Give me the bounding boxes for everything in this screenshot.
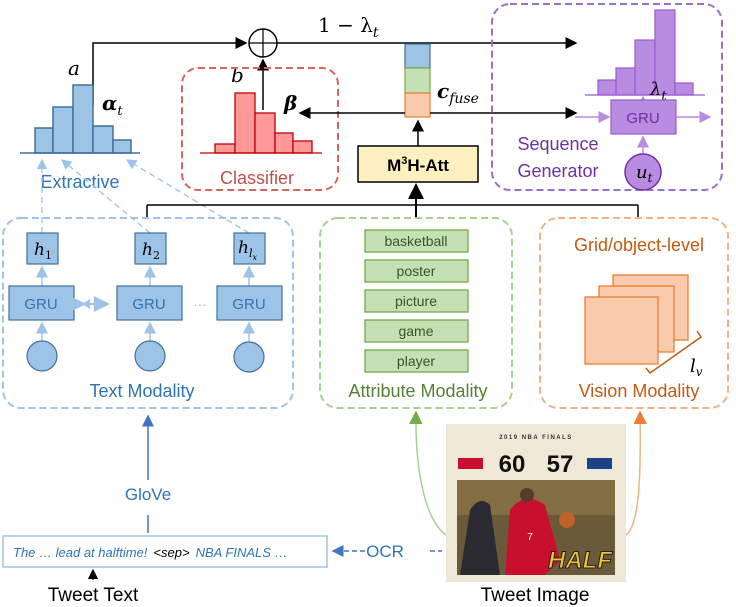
generator-distribution <box>585 9 705 96</box>
beta-label: β <box>283 91 297 115</box>
classifier-label: Classifier <box>220 168 294 188</box>
input-section: GloVe The … lead at halftime! <sep> NBA FI… <box>2 410 647 606</box>
tweet-image-label: Tweet Image <box>481 585 590 606</box>
svg-text:h1: h1 <box>34 240 52 262</box>
svg-text:57: 57 <box>547 451 574 478</box>
top-fusion: a b 1 − λt <box>68 13 578 110</box>
vision-modality-module: Grid/object-level lv Vision Modality <box>539 217 729 409</box>
text-cell-1: h1 GRU <box>8 232 75 372</box>
svg-text:GRU: GRU <box>232 296 265 313</box>
attribute-modality-label: Attribute Modality <box>348 381 487 401</box>
extractive-distribution <box>20 84 140 154</box>
grid-object-level-label: Grid/object-level <box>574 235 704 255</box>
attribute-modality-module: basketball poster picture game player Attrib… <box>319 217 513 409</box>
attribute-item: picture <box>364 289 469 313</box>
attention-links <box>36 158 250 234</box>
attribute-item: game <box>364 319 469 343</box>
sequence-generator-module: λt GRU ut Sequence Generator <box>491 3 723 191</box>
classifier-module: β Classifier <box>181 67 339 191</box>
text-cell-3: hlx GRU <box>216 232 283 373</box>
svg-text:The … lead at halftime!<sep>NB: The … lead at halftime! <sep> NBA FINALS … <box>13 545 288 560</box>
attribute-item: player <box>364 349 469 373</box>
attribute-item: poster <box>364 259 469 283</box>
label-one-minus-lambda: 1 − λt <box>318 13 379 41</box>
attribute-item-label: poster <box>397 263 436 279</box>
ocr-label: OCR <box>366 542 404 561</box>
svg-text:h2: h2 <box>142 240 160 262</box>
svg-text:M3H-Att: M3H-Att <box>387 155 449 175</box>
text-modality-label: Text Modality <box>89 381 194 401</box>
lambda-t-label: λt <box>649 79 667 104</box>
svg-text:ut: ut <box>636 162 653 185</box>
extractive-label: Extractive <box>40 172 119 192</box>
glove-label: GloVe <box>125 485 171 504</box>
attribute-item-label: picture <box>395 293 437 309</box>
attribute-item-label: game <box>398 323 433 339</box>
svg-text:HALF: HALF <box>548 547 613 574</box>
svg-text:GRU: GRU <box>132 296 165 313</box>
label-a: a <box>68 56 80 80</box>
ellipsis: ··· <box>193 296 207 312</box>
m3h-att-block: M3H-Att <box>146 145 639 218</box>
tweet-image: 2019 NBA FINALS 60 57 7 HALF <box>446 424 626 582</box>
svg-text:hlx: hlx <box>238 238 257 262</box>
svg-text:7: 7 <box>527 532 533 543</box>
feature-maps <box>584 274 689 365</box>
c-fuse-label: cfuse <box>437 79 479 107</box>
tweet-text-box <box>2 535 328 568</box>
classifier-distribution <box>200 92 322 154</box>
lv-label: lv <box>690 356 703 379</box>
sequence-generator-label: Sequence <box>517 134 598 154</box>
c-fuse-vector: cfuse <box>298 43 578 146</box>
attribute-item-label: player <box>397 353 435 369</box>
generator-gru <box>610 99 677 135</box>
svg-text:2019 NBA FINALS: 2019 NBA FINALS <box>499 435 573 441</box>
svg-text:GRU: GRU <box>626 110 659 127</box>
tweet-text-label: Tweet Text <box>48 585 139 606</box>
alpha-t-label: αt <box>102 91 123 119</box>
svg-text:60: 60 <box>499 451 526 478</box>
vision-modality-label: Vision Modality <box>579 381 700 401</box>
svg-text:GRU: GRU <box>24 296 57 313</box>
u-t-node <box>624 153 662 191</box>
attribute-item-label: basketball <box>384 233 447 249</box>
text-modality-module: h1 GRU h2 GRU hlx GRU ··· Tex <box>2 217 294 409</box>
attribute-item: basketball <box>364 229 469 253</box>
text-cell-2: h2 GRU <box>116 232 183 372</box>
svg-text:Generator: Generator <box>517 161 598 181</box>
label-b: b <box>231 63 244 87</box>
